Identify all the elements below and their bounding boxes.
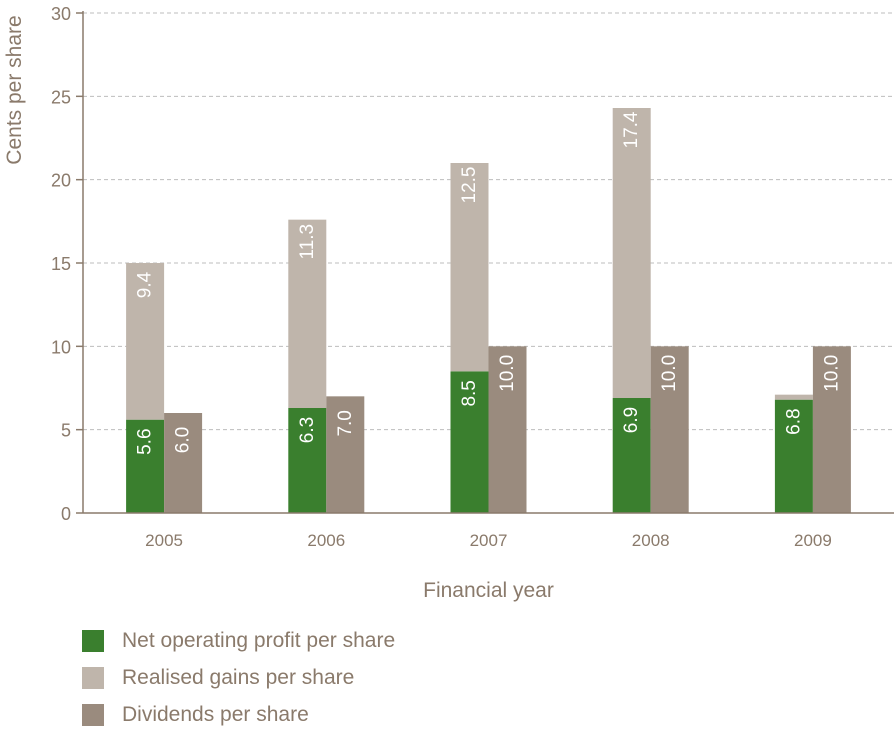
bar-net-operating-profit bbox=[450, 371, 489, 513]
bar-value-label: 10.0 bbox=[659, 355, 680, 392]
x-tick-label: 2007 bbox=[470, 531, 508, 550]
bar-value-label: 6.3 bbox=[297, 417, 318, 443]
axes: 0 5 10 15 20 25 30 2005 2006 2007 2008 2009 bbox=[51, 4, 894, 550]
bar-value-label: 10.0 bbox=[497, 355, 518, 392]
bar-value-label: 5.6 bbox=[135, 428, 156, 454]
legend: Net operating profit per share Realised g… bbox=[82, 622, 395, 733]
bar-realised-gains bbox=[450, 163, 489, 372]
bar-value-label: 17.4 bbox=[621, 111, 642, 148]
legend-swatch bbox=[82, 666, 104, 689]
legend-item: Net operating profit per share bbox=[82, 622, 395, 659]
bars: 5.6 9.4 6.0 6.3 11.3 7.0 8.5 12.5 10.0 6.9 17.4 10.… bbox=[126, 108, 851, 513]
bar-net-operating-profit bbox=[612, 398, 651, 513]
y-tick-label: 30 bbox=[51, 4, 71, 24]
x-axis-title: Financial year bbox=[423, 579, 554, 602]
bar-value-label: 11.3 bbox=[297, 224, 318, 260]
bar-realised-gains bbox=[126, 263, 165, 420]
bar-value-label: 6.8 bbox=[783, 408, 804, 434]
bar-realised-gains bbox=[774, 394, 813, 400]
legend-label: Realised gains per share bbox=[122, 665, 355, 689]
y-axis-title: Cents per share bbox=[3, 15, 26, 164]
bar-chart: 5.6 9.4 6.0 6.3 11.3 7.0 8.5 12.5 10.0 6.9 17.4 10.… bbox=[3, 4, 894, 602]
y-tick-label: 10 bbox=[51, 337, 71, 357]
bar-net-operating-profit bbox=[126, 419, 165, 513]
x-tick-label: 2006 bbox=[307, 531, 345, 550]
x-tick-label: 2009 bbox=[794, 531, 832, 550]
y-tick-label: 0 bbox=[61, 504, 71, 524]
legend-label: Dividends per share bbox=[122, 702, 309, 726]
bar-value-label: 0.3 bbox=[783, 359, 804, 385]
bar-dividends bbox=[650, 346, 689, 513]
bar-dividends bbox=[164, 413, 203, 513]
bar-net-operating-profit bbox=[288, 408, 327, 513]
y-tick-label: 25 bbox=[51, 87, 71, 107]
x-tick-label: 2005 bbox=[145, 531, 183, 550]
bar-value-label: 9.4 bbox=[135, 271, 156, 298]
legend-item: Realised gains per share bbox=[82, 659, 395, 696]
bar-value-label: 6.0 bbox=[173, 427, 194, 453]
y-tick-label: 5 bbox=[61, 421, 71, 441]
bar-value-label: 8.5 bbox=[459, 380, 480, 406]
bar-dividends bbox=[812, 346, 851, 513]
legend-item: Dividends per share bbox=[82, 696, 395, 733]
bar-dividends bbox=[326, 396, 365, 513]
legend-label: Net operating profit per share bbox=[122, 628, 396, 652]
bar-value-label: 12.5 bbox=[459, 167, 480, 204]
bar-value-label: 6.9 bbox=[621, 407, 642, 433]
y-tick-label: 20 bbox=[51, 171, 71, 191]
bar-value-label: 10.0 bbox=[821, 355, 842, 392]
bar-realised-gains bbox=[288, 219, 327, 408]
legend-swatch bbox=[82, 703, 104, 726]
grid-lines bbox=[83, 12, 894, 431]
bar-value-label: 7.0 bbox=[335, 410, 356, 436]
x-tick-label: 2008 bbox=[632, 531, 670, 550]
bar-dividends bbox=[488, 346, 527, 513]
legend-swatch bbox=[82, 629, 104, 652]
bar-net-operating-profit bbox=[774, 399, 813, 513]
y-tick-label: 15 bbox=[51, 254, 71, 274]
bar-realised-gains bbox=[612, 108, 651, 398]
